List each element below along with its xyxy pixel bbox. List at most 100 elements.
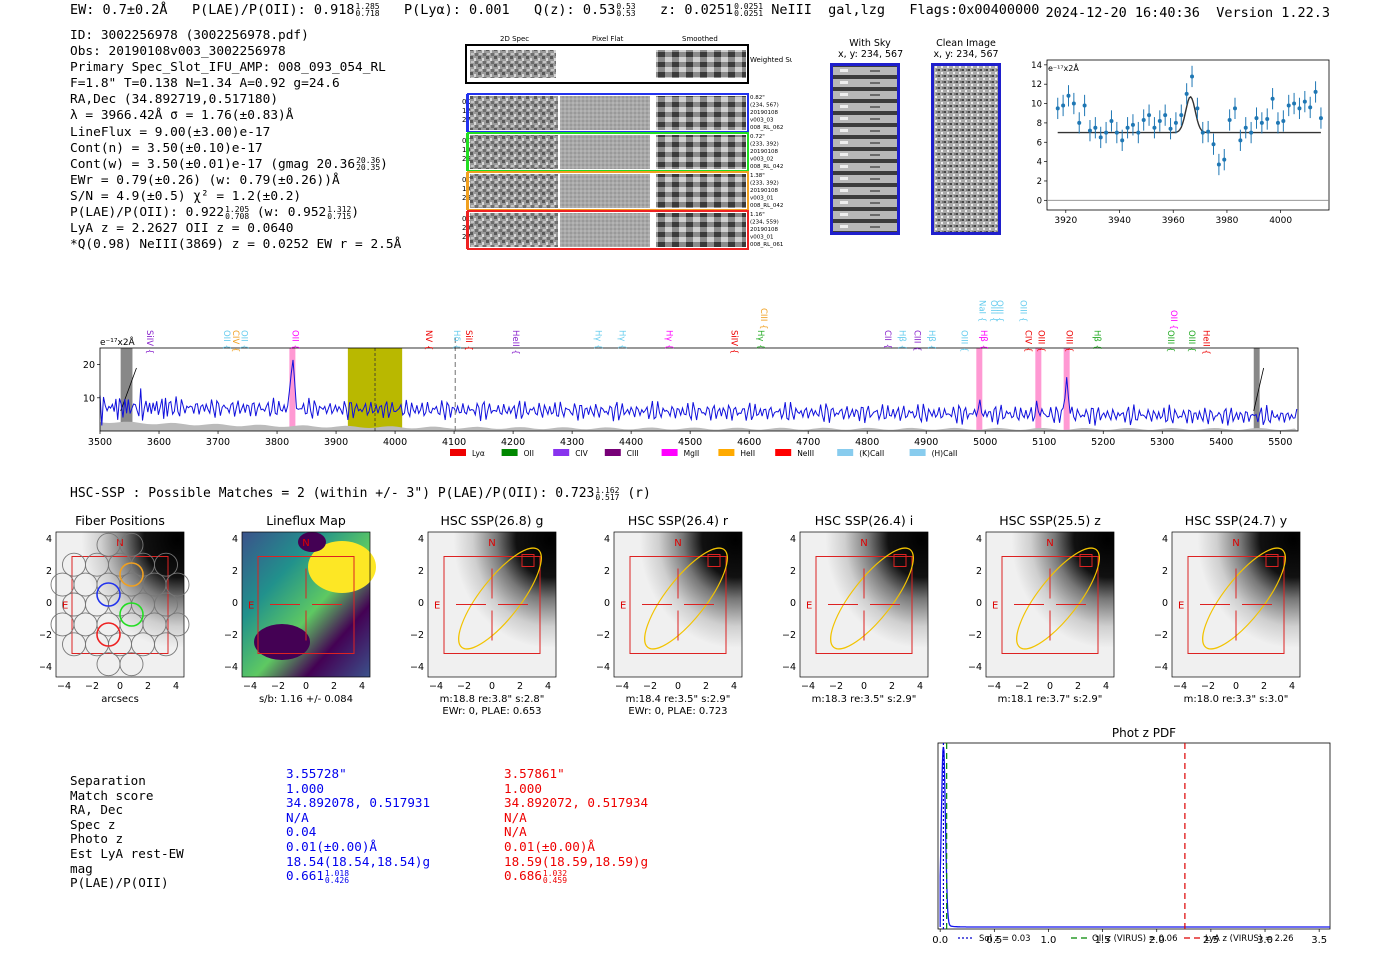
data-point [1077, 120, 1082, 125]
full-unit-label: e⁻¹⁷x2Å [100, 336, 136, 348]
info-lya: LyA z = 2.2627 OII z = 0.0640 [70, 221, 294, 237]
fiber-right-label: 1.16" [750, 212, 765, 218]
cmp-lo: 0.426 [324, 875, 350, 885]
line-label: CIV { [230, 330, 240, 352]
compass-north: N [488, 538, 495, 549]
fiber-right-label: 008_RL_042 [750, 164, 783, 170]
legend-label: LyA z (VIRUS) = 2.26 [1205, 934, 1294, 944]
legend-label: CIV [575, 449, 588, 458]
panel-y-tick: 4 [790, 534, 796, 545]
timestamp-version: 2024-12-20 16:40:36 Version 1.22.3 [1046, 5, 1331, 21]
panel-y-tick: 0 [46, 598, 52, 609]
hsc-hi: 1.162 [595, 485, 620, 495]
panel-title: HSC SSP(26.8) g [441, 513, 544, 528]
compass-north: N [860, 538, 867, 549]
plae-value: P(LAE)/P(OII): 0.918 [191, 2, 355, 18]
cmp-value: 18.59(18.59,18.59)g [504, 853, 649, 869]
line-label: OII { [1168, 310, 1178, 330]
data-point [1087, 128, 1092, 133]
fiber-highlight [119, 602, 144, 627]
data-point [1275, 120, 1280, 125]
panel-y-tick: 0 [1162, 598, 1168, 609]
companion-box [521, 554, 535, 567]
aperture-box [815, 556, 913, 654]
emission-band [289, 348, 296, 431]
fiber-right-label: v003_02 [750, 157, 774, 163]
fiber-flat-image [560, 135, 650, 169]
panel-x-tick: −4 [243, 681, 257, 692]
clean-image [931, 63, 1001, 235]
x-tick-label: 3600 [147, 437, 171, 448]
panel-x-tick: −4 [987, 681, 1001, 692]
y-tick-label: 6 [1037, 138, 1042, 148]
spectrum-axes [99, 347, 1299, 432]
fiber-smooth-image [656, 135, 746, 169]
plae-w-lo: 0.715 [327, 211, 352, 221]
y-tick-label: 4 [1037, 158, 1042, 168]
data-point [1055, 106, 1060, 111]
weighted-flat [558, 50, 654, 78]
compass-north: N [1232, 538, 1239, 549]
companion-box [707, 554, 721, 567]
cmp-value: 0.04 [286, 824, 317, 840]
detection-info: ID: 3002256978 (3002256978.pdf) Obs: 201… [70, 28, 401, 253]
fiber-left-label: 1.08 [462, 185, 478, 193]
data-point [1297, 106, 1302, 111]
data-point [1147, 113, 1152, 118]
panel-x-tick: −2 [1015, 681, 1029, 692]
data-point [1109, 118, 1114, 123]
panel-y-tick: −4 [596, 662, 610, 673]
col-smoothed: Smoothed [682, 35, 718, 43]
aperture-box [1187, 556, 1285, 654]
info-plae-hi: 1.205 [225, 204, 250, 214]
legend-label: OII z (VIRUS) = 0.06 [1092, 934, 1178, 944]
image-panel: HSC SSP(24.7) y N E −4 4 −2 2 0 0 2 −2 4 −4 m:18.0 re… [1154, 513, 1301, 705]
fiber-flat-image [560, 174, 650, 208]
data-point [1082, 103, 1087, 108]
cutout-image [1172, 532, 1300, 677]
data-point [1270, 96, 1275, 101]
cmp-label: Spec z [70, 816, 116, 832]
fiber-smooth-image [656, 96, 746, 130]
fiber-color-bar [466, 211, 469, 249]
panel-y-tick: 2 [46, 566, 52, 577]
pdf-curve [939, 746, 1330, 928]
panel-x-tick: 0 [1233, 681, 1239, 692]
fiber-highlight [119, 562, 144, 587]
data-point [1093, 125, 1098, 130]
legend-swatch [553, 449, 570, 456]
fiber-right-label: (233, 392) [750, 181, 779, 187]
fiber-highlight [96, 582, 121, 607]
data-point [1173, 120, 1178, 125]
panel-x-tick: 4 [359, 681, 365, 692]
data-point [1216, 162, 1221, 167]
panel-x-tick: −2 [643, 681, 657, 692]
fiber-right-label: v003_03 [750, 118, 774, 124]
data-point [1130, 122, 1135, 127]
cmp-value: 0.01(±0.00)Å [504, 838, 595, 854]
cmp-value: 34.892078, 0.517931 [286, 795, 431, 811]
x-tick-label: 5100 [1032, 437, 1056, 448]
legend-swatch [837, 449, 854, 456]
fiber-left-label: 1.90 [462, 107, 478, 115]
panel-y-tick: −4 [1154, 662, 1168, 673]
clean-image-title: Clean Image x, y: 234, 567 [927, 38, 1005, 60]
panel-y-tick: 2 [976, 566, 982, 577]
fiber-circle [154, 592, 178, 617]
compass-east: E [1178, 601, 1184, 612]
lineflux-low [254, 624, 310, 660]
cont-w-text: Cont(w) = 3.50(±0.01)e-17 (gmag 20.36 [70, 156, 356, 172]
fiber-right-label: 008_RL_061 [750, 242, 783, 248]
qz-lo: 0.53 [616, 9, 636, 18]
x-tick-label: 0.5 [986, 935, 1002, 946]
x-tick-label: 3500 [88, 437, 112, 448]
data-point [1227, 118, 1232, 122]
panel-x-tick: 2 [145, 681, 151, 692]
x-tick-label: 5400 [1209, 437, 1233, 448]
panel-y-tick: −2 [410, 630, 424, 641]
legend-label: (K)CaII [859, 449, 884, 458]
data-point [1206, 129, 1211, 134]
line-label: OIII { [1165, 330, 1175, 352]
cmp-value: 34.892072, 0.517934 [504, 795, 649, 811]
fiber-left-label: 1.08 [462, 146, 478, 154]
